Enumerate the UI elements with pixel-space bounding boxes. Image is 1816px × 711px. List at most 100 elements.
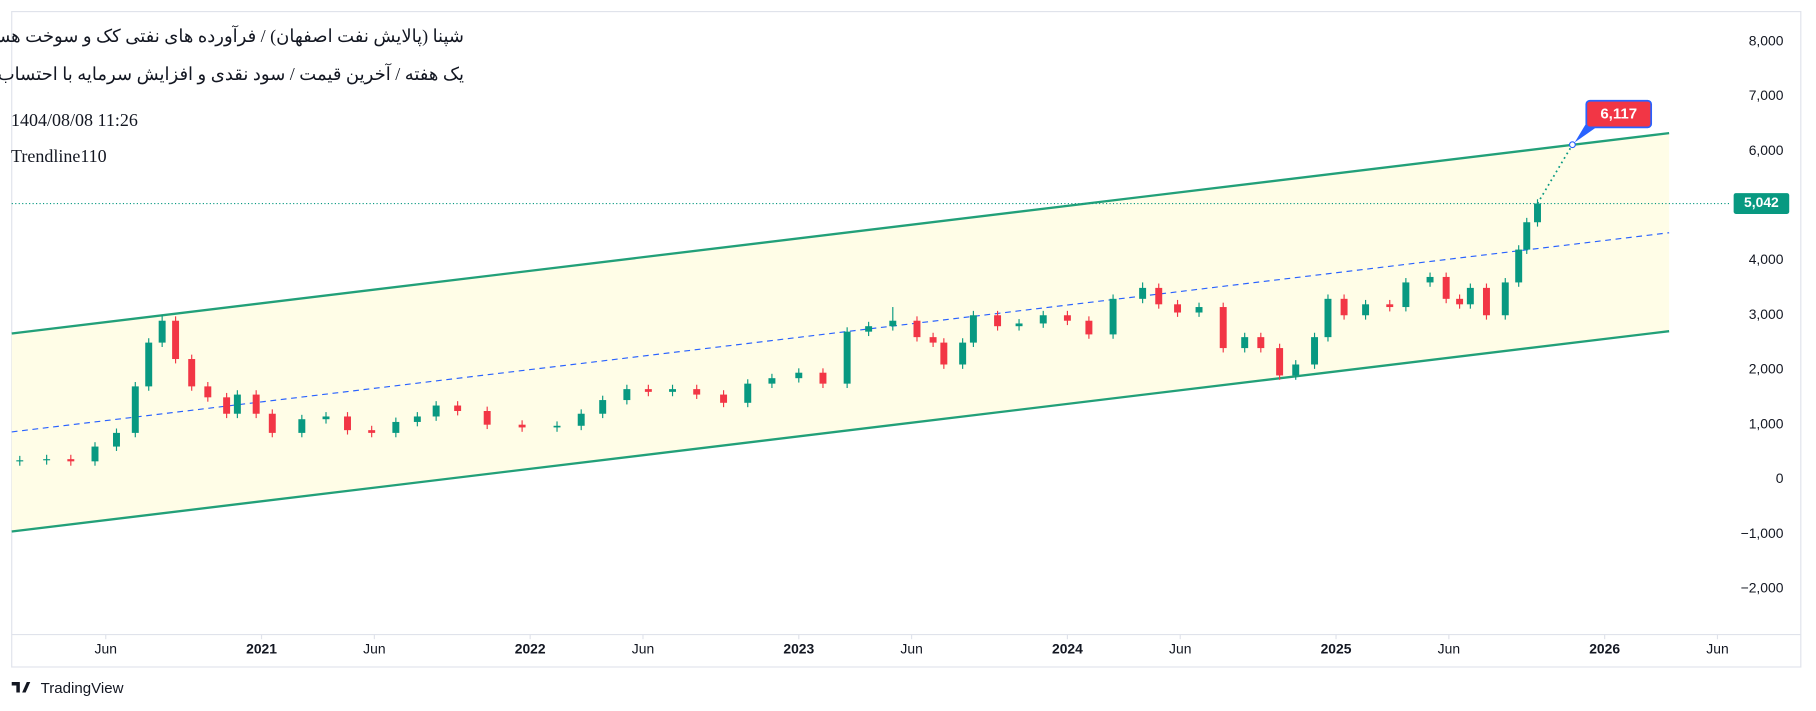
candle-body <box>322 416 330 420</box>
candle-body <box>91 446 99 462</box>
candle-body <box>1362 304 1370 316</box>
indicator-name: Trendline110 <box>11 146 107 166</box>
candle-body <box>43 459 51 461</box>
tv-logo: TradingView <box>11 680 124 697</box>
candle-body <box>669 389 677 392</box>
candle-body <box>1174 304 1182 313</box>
y-tick-label: 4,000 <box>1749 251 1784 267</box>
candle-body <box>553 425 561 428</box>
channel-lower <box>11 330 1670 533</box>
candle-body <box>1426 276 1434 283</box>
candle-body <box>298 419 306 433</box>
projection-line <box>1536 144 1574 204</box>
candle-body <box>1085 320 1093 335</box>
channel-middle <box>11 232 1670 433</box>
logo-mark <box>11 682 31 693</box>
x-tick-label: 2022 <box>515 640 546 656</box>
candle-body <box>693 389 701 395</box>
candle-body <box>518 424 526 428</box>
y-tick-label: 2,000 <box>1749 361 1784 377</box>
x-tick-label: Jun <box>632 640 654 656</box>
candle-body <box>1155 287 1163 305</box>
candle-body <box>131 386 139 433</box>
y-tick-label: −1,000 <box>1741 525 1784 541</box>
callout-label: 6,117 <box>1600 106 1637 123</box>
candle-body <box>744 383 752 403</box>
candle-body <box>843 331 851 384</box>
candle-body <box>268 413 276 433</box>
candle-body <box>1402 282 1410 308</box>
x-tick-label: Jun <box>1706 640 1728 656</box>
candle-body <box>204 386 212 398</box>
candle-body <box>819 372 827 384</box>
candle-body <box>483 411 491 425</box>
callout-box <box>1585 99 1653 129</box>
candle-body <box>1515 249 1523 283</box>
x-tick-label: Jun <box>95 640 117 656</box>
candle-body <box>1015 323 1023 327</box>
candle-body <box>1109 298 1117 335</box>
candle-body <box>644 389 652 392</box>
candle-body <box>16 460 24 462</box>
last-price-label: 5,042 <box>1744 194 1779 210</box>
y-tick-label: 6,000 <box>1749 142 1784 158</box>
candle-body <box>1534 203 1541 223</box>
x-tick-label: 2026 <box>1589 640 1620 656</box>
candle-body <box>1311 337 1319 365</box>
candle-body <box>1386 304 1394 308</box>
candle-body <box>223 397 231 414</box>
candle-body <box>113 432 120 447</box>
candle-body <box>889 320 897 327</box>
x-tick-label: 2024 <box>1052 640 1083 656</box>
candle-body <box>454 405 462 412</box>
channel-upper <box>11 132 1670 335</box>
x-tick-label: Jun <box>363 640 385 656</box>
candle-body <box>1219 307 1227 349</box>
candle-body <box>188 359 196 387</box>
candle-body <box>1292 364 1300 376</box>
chart-subtitle: یک هفته / آخرین قیمت / سود نقدی و افزایش… <box>0 64 464 84</box>
brand: TradingView <box>41 680 124 697</box>
candle-body <box>994 315 1002 327</box>
x-tick-label: Jun <box>900 640 922 656</box>
candle-body <box>233 394 241 414</box>
candle-body <box>252 394 260 414</box>
candle-body <box>1324 298 1332 338</box>
candle-body <box>1501 282 1509 316</box>
y-tick-label: 3,000 <box>1749 306 1784 322</box>
candle-body <box>1456 298 1464 305</box>
candle-body <box>344 416 351 431</box>
timestamp: 1404/08/08 11:26 <box>11 110 138 130</box>
x-tick-label: 2023 <box>783 640 814 656</box>
chart-title: شپنا (پالایش نفت اصفهان) / فرآورده های ن… <box>0 26 464 46</box>
candle-body <box>1482 287 1490 316</box>
candle-body <box>865 326 873 332</box>
candle-body <box>1442 276 1450 299</box>
x-tick-label: Jun <box>1169 640 1191 656</box>
candle-body <box>1340 298 1348 316</box>
candle-body <box>623 389 631 401</box>
candle-body <box>720 394 728 403</box>
y-tick-label: 0 <box>1776 470 1784 486</box>
candle-body <box>969 315 977 343</box>
candle-body <box>1466 287 1474 305</box>
candle-body <box>368 430 376 433</box>
candle-body <box>929 337 937 343</box>
last-price-box <box>1733 193 1790 214</box>
candle-body <box>1063 315 1071 321</box>
candle-body <box>1523 222 1531 250</box>
candle-body <box>599 400 607 414</box>
y-tick-label: 8,000 <box>1749 32 1784 48</box>
x-tick-label: Jun <box>1438 640 1460 656</box>
candle-body <box>1257 337 1265 349</box>
candle-body <box>577 413 585 426</box>
x-tick-label: 2021 <box>246 640 277 656</box>
y-tick-label: 7,000 <box>1749 87 1784 103</box>
candle-body <box>913 320 921 338</box>
candle-body <box>1195 307 1203 313</box>
candle-body <box>392 421 400 433</box>
y-tick-label: 1,000 <box>1749 415 1784 431</box>
candle-body <box>172 320 180 360</box>
